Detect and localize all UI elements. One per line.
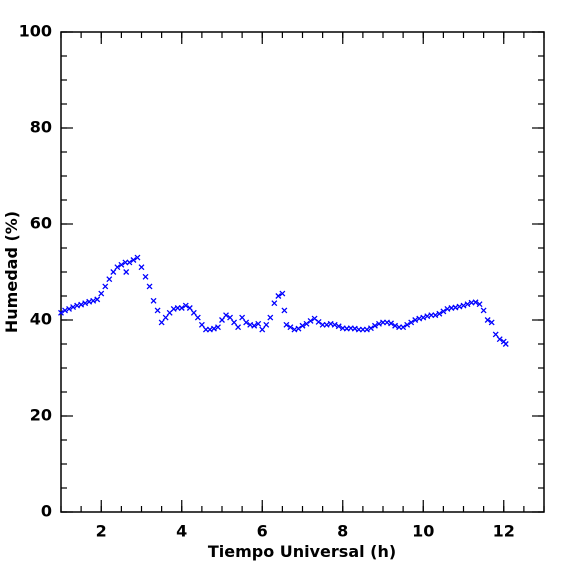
x-tick-label: 2: [96, 522, 107, 541]
point: [138, 264, 145, 271]
point: [123, 269, 130, 275]
point: [295, 325, 302, 332]
point: [223, 312, 229, 319]
point: [110, 269, 117, 275]
point: [62, 307, 68, 314]
point: [182, 302, 189, 309]
point: [118, 261, 125, 268]
point: [90, 297, 97, 304]
point: [371, 322, 378, 329]
point: [194, 314, 201, 321]
point: [331, 321, 338, 328]
x-tick-label: 12: [493, 522, 515, 541]
point: [82, 300, 89, 307]
point: [432, 312, 439, 319]
point: [190, 309, 197, 316]
y-tick-label: 20: [30, 406, 52, 425]
point: [412, 317, 419, 323]
point: [146, 283, 153, 290]
point: [210, 325, 217, 332]
point: [259, 326, 266, 333]
point: [376, 320, 382, 327]
point: [178, 305, 185, 311]
point: [400, 324, 407, 331]
point: [271, 300, 278, 307]
point: [420, 314, 427, 321]
point: [404, 321, 411, 328]
x-tick-label: 8: [337, 522, 348, 541]
point: [198, 321, 205, 328]
point: [367, 325, 374, 332]
point: [134, 254, 141, 261]
point: [142, 273, 149, 280]
point: [464, 301, 471, 308]
point: [408, 319, 415, 326]
point: [150, 297, 157, 304]
point: [480, 307, 487, 314]
point: [70, 304, 77, 310]
point: [251, 322, 258, 329]
point: [126, 259, 133, 266]
point: [162, 314, 169, 321]
point: [392, 322, 399, 329]
point: [502, 341, 509, 347]
point: [484, 317, 491, 323]
point: [235, 324, 242, 331]
point: [186, 305, 193, 311]
point: [496, 336, 503, 343]
plot-frame: [60, 31, 545, 513]
point: [335, 323, 342, 330]
point: [255, 320, 262, 327]
point: [239, 314, 246, 321]
point: [78, 301, 85, 308]
point: [279, 290, 286, 297]
point: [102, 283, 109, 290]
point: [436, 310, 443, 317]
y-tick-label: 0: [41, 502, 52, 521]
point: [227, 314, 234, 321]
point: [303, 320, 310, 327]
point: [307, 318, 314, 324]
point: [476, 301, 483, 308]
point: [281, 307, 288, 314]
point: [460, 302, 467, 309]
y-axis-label: Humedad (%): [2, 211, 21, 333]
point: [263, 321, 270, 328]
point: [106, 276, 113, 283]
point: [98, 290, 105, 297]
point: [275, 293, 282, 299]
point: [158, 319, 165, 326]
point: [130, 257, 137, 263]
point: [315, 318, 322, 325]
point: [363, 326, 370, 333]
point: [219, 317, 225, 323]
x-tick-label: 10: [412, 522, 434, 541]
point: [154, 307, 161, 314]
point: [488, 319, 495, 326]
y-tick-label: 60: [30, 214, 52, 233]
point: [94, 296, 101, 303]
point: [492, 331, 499, 338]
point: [58, 309, 64, 316]
point: [287, 324, 294, 331]
point: [231, 319, 238, 326]
point: [388, 320, 395, 327]
point: [472, 299, 479, 306]
point: [267, 314, 274, 321]
point: [283, 321, 290, 328]
x-tick-label: 6: [257, 522, 268, 541]
point: [299, 322, 306, 329]
y-tick-label: 100: [19, 22, 52, 41]
point: [66, 306, 73, 312]
y-tick-label: 80: [30, 118, 52, 137]
x-axis-label: Tiempo Universal (h): [208, 542, 396, 561]
y-tick-label: 40: [30, 310, 52, 329]
point: [243, 319, 250, 326]
point: [440, 308, 447, 315]
point: [215, 324, 221, 331]
point: [114, 264, 121, 271]
x-tick-label: 4: [176, 522, 187, 541]
